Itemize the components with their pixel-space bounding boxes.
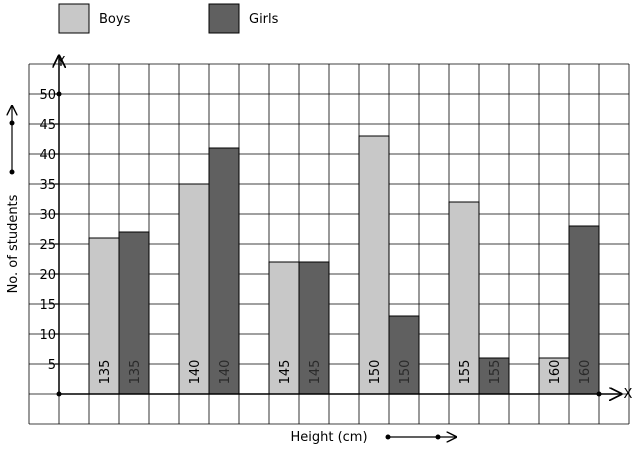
y-axis-letter: Y — [56, 55, 65, 70]
labels: Y X 5 10 15 20 25 30 35 40 45 50 No. of students Heig… — [6, 55, 633, 445]
bar-category-label: 155 — [488, 360, 503, 385]
y-tick-label: 50 — [39, 88, 56, 103]
x-axis-end-point — [596, 391, 602, 397]
bar-category-label: 145 — [278, 360, 293, 385]
bar-category-label: 155 — [458, 360, 473, 385]
bar-category-label: 140 — [188, 360, 203, 385]
y-tick-label: 10 — [39, 328, 56, 343]
bar-category-label: 150 — [398, 360, 413, 385]
y-title-arrow-dot — [9, 169, 15, 175]
origin-point — [56, 391, 62, 397]
y-tick-label: 5 — [48, 358, 56, 373]
y-title-arrow-dot — [9, 120, 15, 126]
y-tick-label: 35 — [39, 178, 56, 193]
x-axis-title: Height (cm) — [290, 430, 367, 445]
y-tick-label: 15 — [39, 298, 56, 313]
bar-category-label: 135 — [128, 360, 143, 385]
y-tick-label: 45 — [39, 118, 56, 133]
y-tick-label: 30 — [39, 208, 56, 223]
bar-girls-135 — [118, 231, 150, 395]
y-tick-label: 40 — [39, 148, 56, 163]
x-axis-letter: X — [624, 387, 633, 402]
bar-boys-150 — [358, 135, 390, 395]
bar-girls-160 — [568, 225, 600, 395]
y-tick-label: 20 — [39, 268, 56, 283]
bar-boys-135 — [88, 237, 120, 395]
bar-category-label: 135 — [98, 360, 113, 385]
bar-category-label: 150 — [368, 360, 383, 385]
legend: Boys Girls — [58, 3, 279, 34]
legend-label-boys: Boys — [99, 12, 131, 27]
bar-category-label: 140 — [218, 360, 233, 385]
legend-swatch-girls — [208, 3, 240, 34]
legend-swatch-boys — [58, 3, 90, 34]
y-tick-label: 25 — [39, 238, 56, 253]
y-axis-title: No. of students — [6, 194, 21, 293]
bars: 135 135 140 140 145 145 150 150 155 155 160 160 — [88, 135, 600, 395]
bar-girls-145 — [298, 261, 330, 395]
axes — [55, 56, 621, 397]
bar-category-label: 160 — [548, 360, 563, 385]
x-title-arrow-dot — [435, 434, 441, 440]
legend-label-girls: Girls — [249, 12, 279, 27]
bar-girls-140 — [208, 147, 240, 395]
bar-boys-160 — [538, 357, 570, 395]
bar-category-label: 145 — [308, 360, 323, 385]
bar-girls-155 — [478, 357, 510, 395]
bar-category-label: 160 — [578, 360, 593, 385]
x-title-arrow-dot — [385, 434, 391, 440]
